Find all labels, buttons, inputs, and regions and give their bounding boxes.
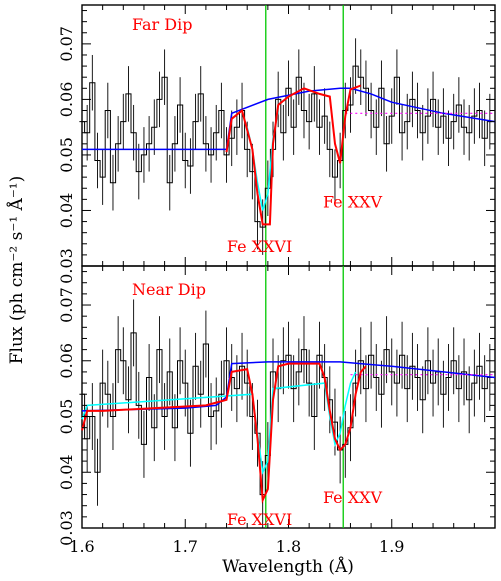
data-histogram bbox=[79, 332, 493, 496]
blue-continuum-line bbox=[81, 361, 496, 412]
line-annotation: Fe XXV bbox=[323, 193, 383, 212]
data-histogram bbox=[79, 65, 493, 228]
x-tick-label: 1.8 bbox=[276, 537, 301, 556]
red-model-line bbox=[225, 84, 362, 226]
y-tick-label: 0.05 bbox=[57, 399, 76, 435]
blue-continuum-line bbox=[82, 87, 496, 151]
x-tick-label: 1.7 bbox=[173, 537, 198, 556]
y-axis-label: Flux (ph cm⁻² s⁻¹ Å⁻¹) bbox=[6, 176, 27, 365]
panel-near-dip: 0.03 0.04 0.05 0.06 0.07 1.6 1.7 1.8 1.9 Fe XXVI F… bbox=[57, 265, 496, 556]
y-tick-label: 0.04 bbox=[57, 454, 76, 490]
panel-far-dip: 0.03 0.04 0.05 0.06 0.07 Fe XXVI Fe XXV bbox=[57, 4, 496, 284]
panel-title-far-dip: Far Dip bbox=[132, 15, 192, 34]
cyan-model-line bbox=[246, 110, 279, 211]
y-tick-label: 0.04 bbox=[57, 193, 76, 229]
x-axis-label: Wavelength (Å) bbox=[222, 556, 354, 577]
y-tick-label: 0.07 bbox=[57, 287, 76, 323]
y-tick-label: 0.06 bbox=[57, 82, 76, 118]
line-annotation: Fe XXVI bbox=[227, 510, 292, 529]
line-annotation: Fe XXVI bbox=[227, 237, 292, 256]
line-annotation: Fe XXV bbox=[323, 488, 383, 507]
x-tick-label: 1.6 bbox=[69, 537, 94, 556]
y-tick-label: 0.05 bbox=[57, 137, 76, 173]
x-tick-label: 1.9 bbox=[379, 537, 404, 556]
panel-title-near-dip: Near Dip bbox=[132, 280, 206, 299]
red-model-line bbox=[81, 362, 367, 504]
y-tick-label: 0.03 bbox=[57, 248, 76, 284]
y-tick-label: 0.07 bbox=[57, 26, 76, 62]
y-tick-label: 0.03 bbox=[57, 510, 76, 546]
y-tick-label: 0.06 bbox=[57, 343, 76, 379]
